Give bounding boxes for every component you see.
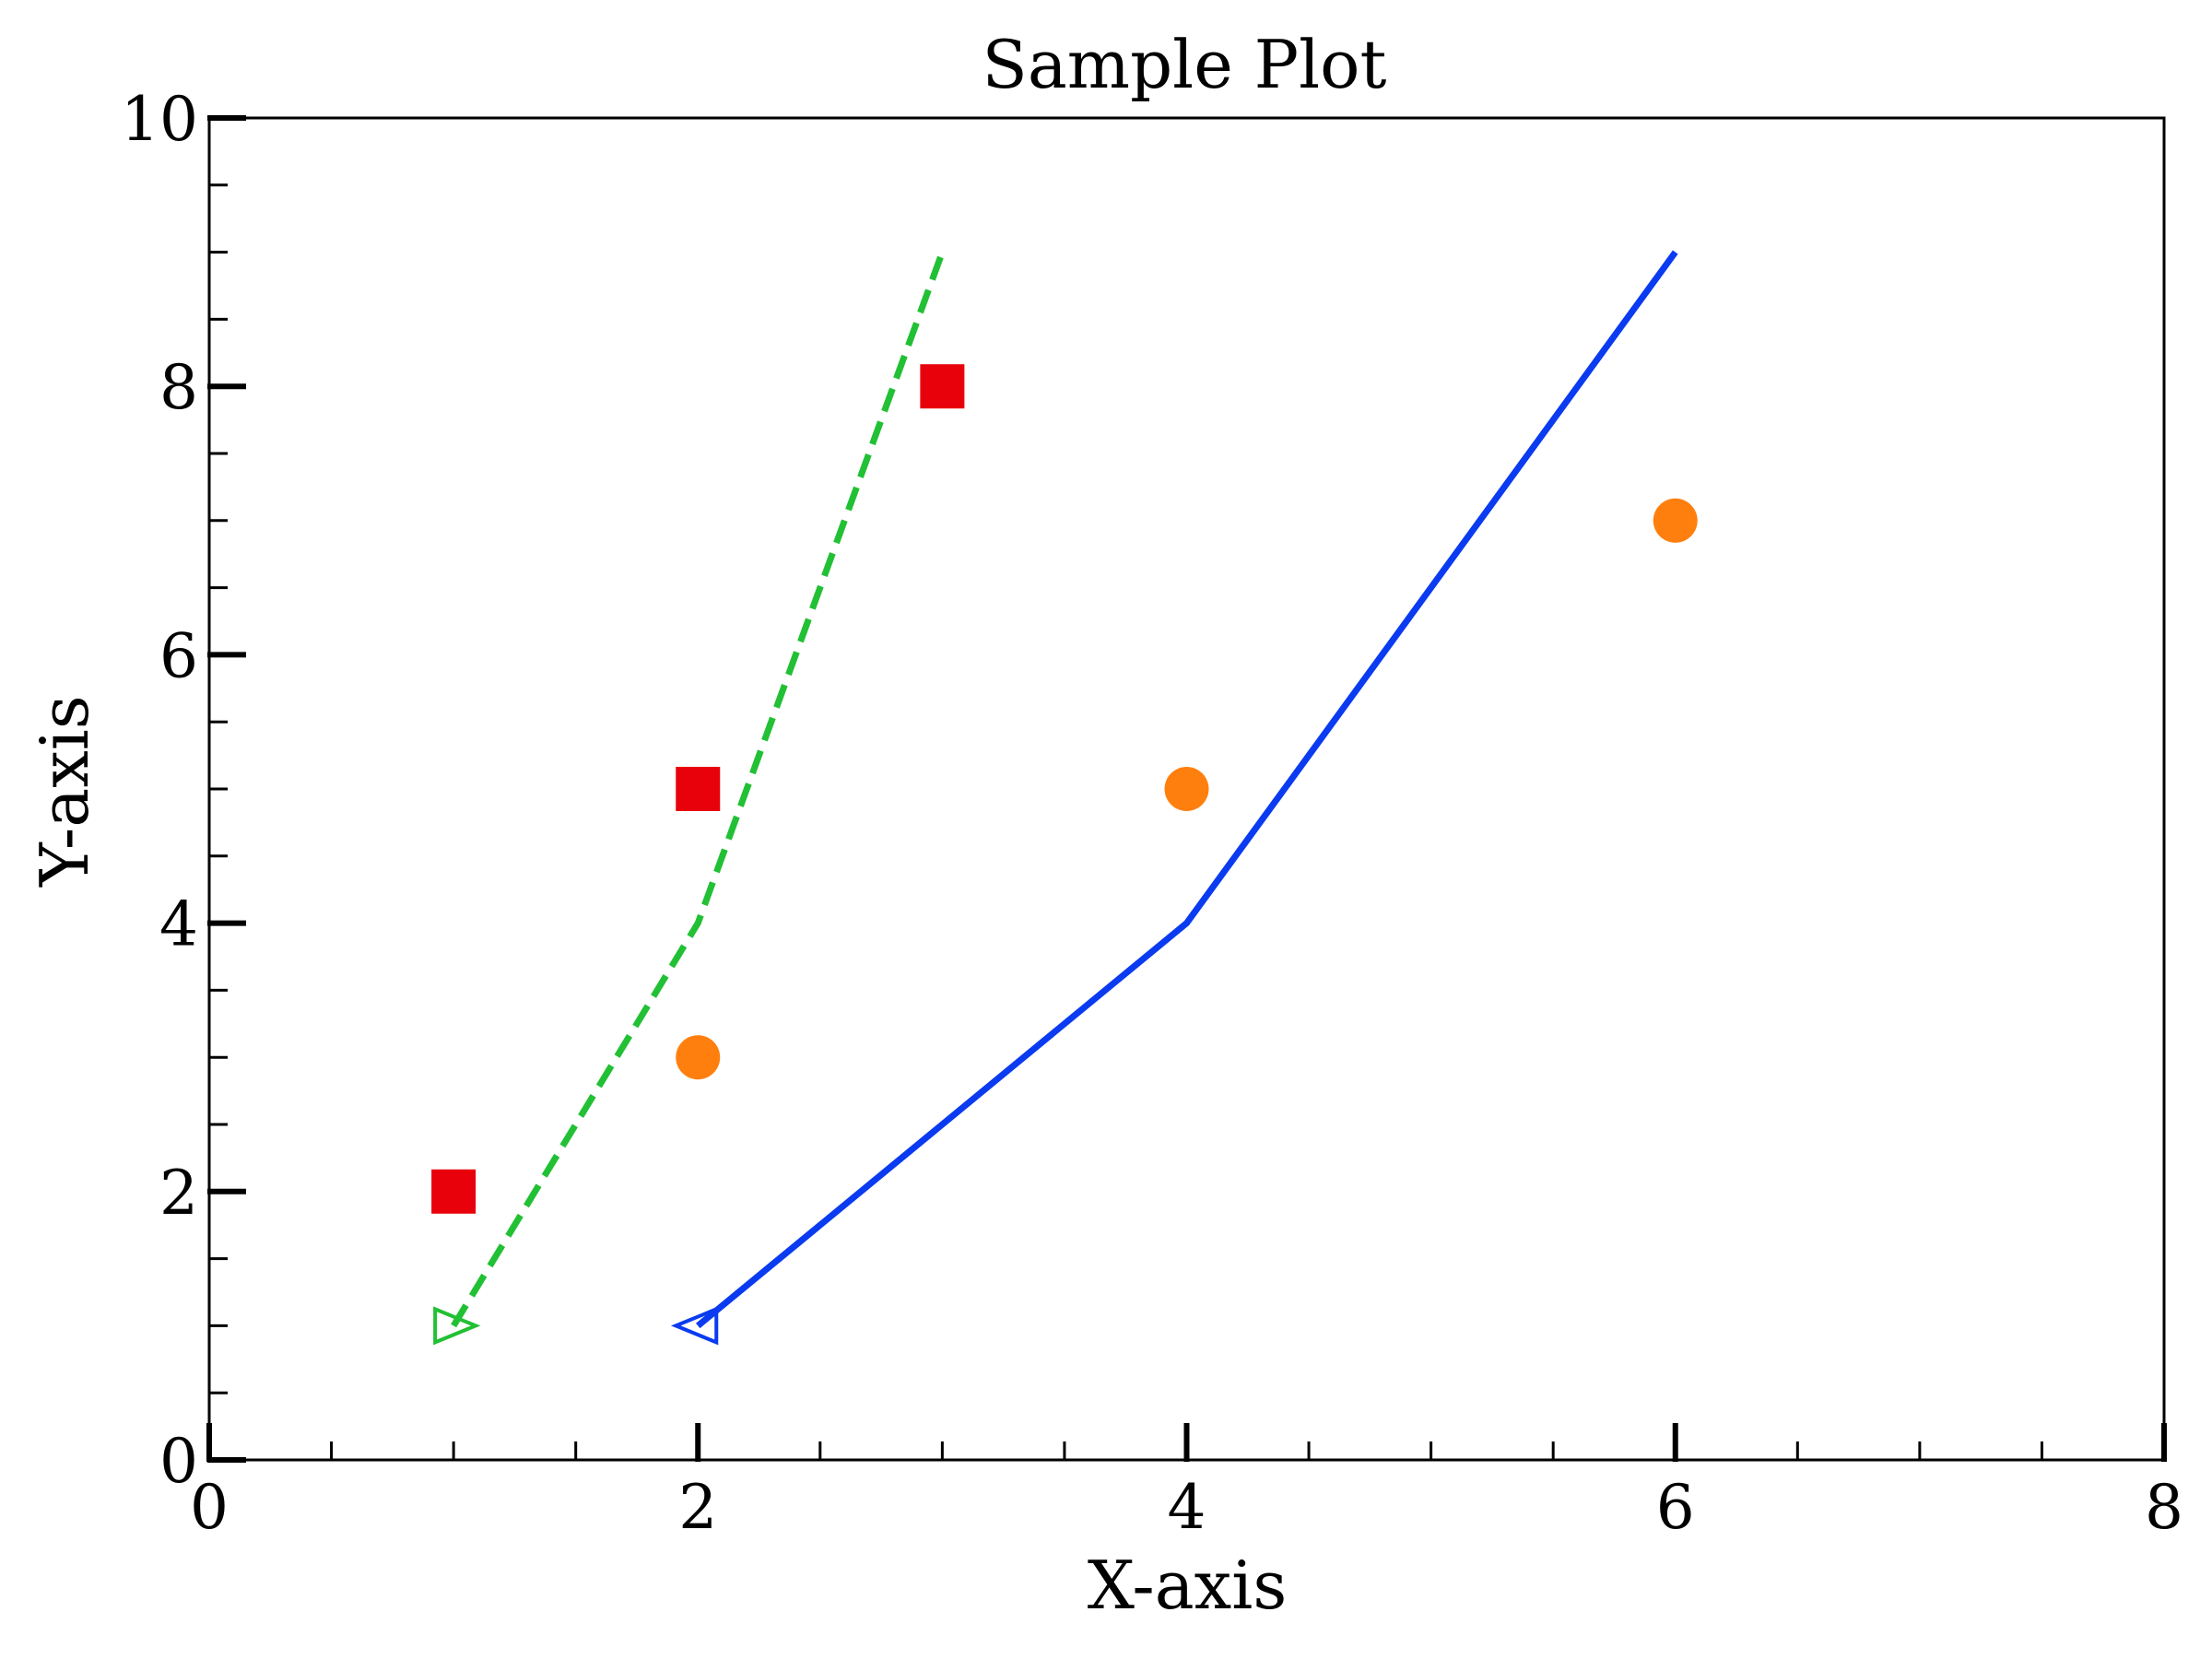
- y-tick-label: 2: [159, 1158, 198, 1229]
- x-tick-label: 4: [1168, 1472, 1206, 1543]
- square-marker: [676, 767, 721, 811]
- series-line-1: [696, 250, 1678, 1329]
- y-tick-label: 6: [159, 620, 198, 691]
- circle-marker: [676, 1035, 721, 1080]
- y-tick-label: 10: [121, 84, 198, 155]
- x-axis-label: X-axis: [1088, 1547, 1288, 1624]
- series-line-0: [451, 251, 946, 1328]
- x-tick-label: 0: [190, 1472, 229, 1543]
- y-axis-label: Y-axis: [26, 695, 103, 887]
- circle-marker: [1164, 767, 1209, 811]
- x-tick-label: 2: [678, 1472, 717, 1543]
- triangle-left-marker: [670, 1306, 719, 1346]
- x-tick-label: 8: [2145, 1472, 2183, 1543]
- plot-area: 0 2 4 6 8 0 2 4 6 8 10: [121, 84, 2183, 1543]
- y-tick-label: 0: [159, 1426, 198, 1497]
- square-marker: [920, 364, 965, 409]
- chart-title: Sample Plot: [982, 26, 1387, 103]
- square-marker: [431, 1169, 477, 1214]
- y-tick-label: 4: [159, 889, 198, 960]
- triangle-right-marker: [433, 1306, 481, 1346]
- y-tick-label: 8: [159, 352, 198, 423]
- x-tick-label: 6: [1656, 1472, 1695, 1543]
- circle-marker: [1653, 498, 1698, 543]
